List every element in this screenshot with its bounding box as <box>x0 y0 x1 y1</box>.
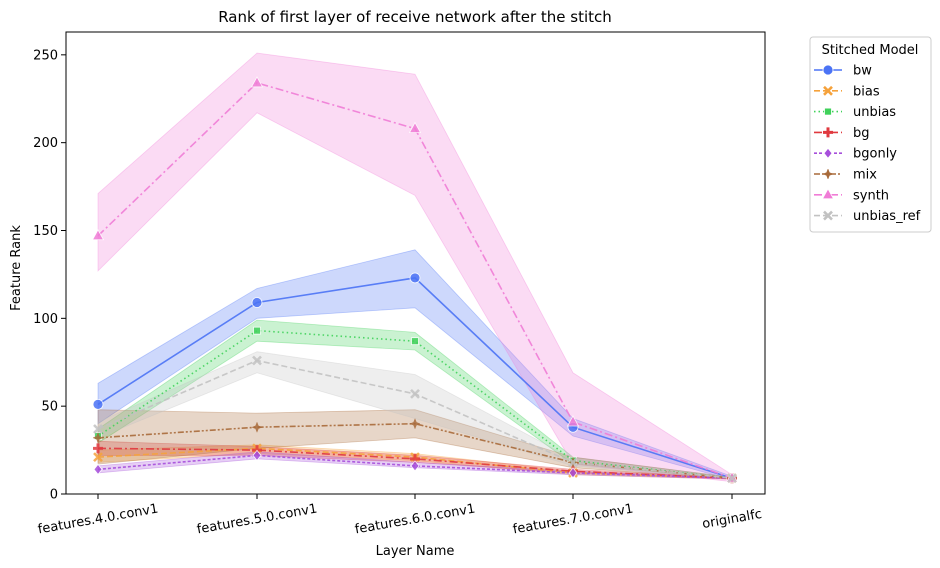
x-axis-title: Layer Name <box>376 544 455 559</box>
legend-marker-bw <box>822 64 834 76</box>
x-tick-label: features.7.0.conv1 <box>512 502 635 538</box>
line-unbias <box>97 329 733 479</box>
point-bgonly-0 <box>93 463 103 476</box>
point-bw-1 <box>251 297 263 308</box>
point-bw-0 <box>92 399 104 410</box>
legend-label-bias: bias <box>853 84 880 99</box>
legend-label-bg: bg <box>853 126 870 141</box>
confidence-bands <box>97 52 733 483</box>
point-bgonly-2 <box>410 460 420 472</box>
point-unbias_ref-1 <box>252 355 262 366</box>
legend-marker-mix <box>822 168 834 180</box>
legend-marker-unbias <box>824 107 832 116</box>
point-unbias_ref-3 <box>568 457 578 468</box>
legend: Stitched Model bw bias unbias bg bgonly mix sy… <box>809 36 932 233</box>
series-markers <box>91 76 739 484</box>
legend-label-bgonly: bgonly <box>853 147 897 162</box>
point-bgonly-1 <box>252 449 262 461</box>
legend-box <box>809 36 932 233</box>
y-tick-label: 250 <box>33 48 58 63</box>
legend-marker-bias <box>823 85 833 96</box>
legend-label-synth: synth <box>853 188 889 203</box>
point-synth-1 <box>250 76 264 88</box>
x-tick-label: features.4.0.conv1 <box>37 502 160 538</box>
y-tick-label: 100 <box>33 312 58 327</box>
y-tick-label: 0 <box>50 488 58 503</box>
point-synth-2 <box>408 121 422 134</box>
x-tick-label: features.6.0.conv1 <box>354 502 477 538</box>
legend-label-unbias: unbias <box>853 105 896 120</box>
point-bias-0 <box>93 452 103 463</box>
y-axis-title: Feature Rank <box>9 225 24 311</box>
point-unbias_ref-4 <box>727 473 737 484</box>
point-synth-3 <box>566 415 580 427</box>
chart-title: Rank of first layer of receive network a… <box>218 8 612 26</box>
point-mix-1 <box>251 421 263 433</box>
point-unbias_ref-0 <box>93 424 103 434</box>
line-bg <box>97 447 733 479</box>
point-synth-0 <box>91 228 105 241</box>
legend-marker-unbias_ref <box>823 210 833 221</box>
legend-marker-bg <box>823 127 833 138</box>
point-mix-0 <box>92 432 104 444</box>
point-bgonly-3 <box>568 467 578 479</box>
legend-title: Stitched Model <box>822 43 919 58</box>
x-tick-label: features.5.0.conv1 <box>196 502 319 538</box>
point-mix-2 <box>409 418 421 430</box>
y-tick-label: 200 <box>33 136 58 151</box>
point-unbias-2 <box>411 337 419 346</box>
y-tick-label: 150 <box>33 224 58 239</box>
point-unbias-1 <box>253 326 261 335</box>
legend-label-bw: bw <box>853 64 872 79</box>
point-unbias_ref-2 <box>410 388 420 399</box>
legend-label-unbias_ref: unbias_ref <box>853 209 921 224</box>
legend-label-mix: mix <box>853 168 877 183</box>
point-bw-2 <box>409 272 421 284</box>
legend-marker-synth <box>821 187 835 200</box>
legend-marker-bgonly <box>823 147 833 159</box>
x-tick-label: originalfc <box>701 507 763 532</box>
point-bg-0 <box>93 443 103 454</box>
y-tick-label: 50 <box>41 400 58 415</box>
